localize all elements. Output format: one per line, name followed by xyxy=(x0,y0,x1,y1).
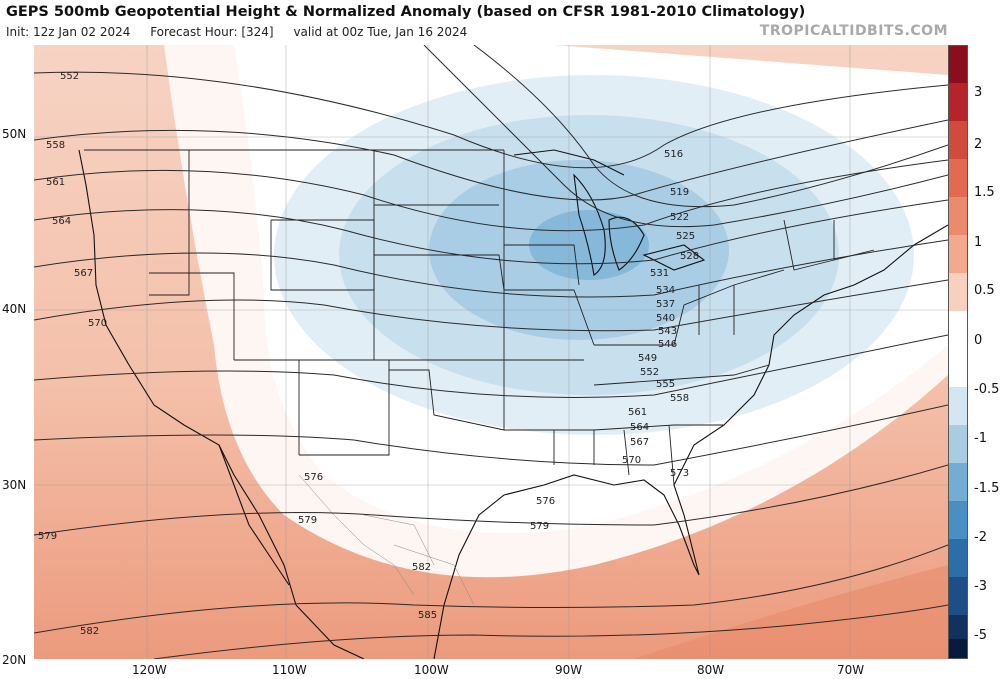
contour-label: 543 xyxy=(658,326,677,337)
contour-label: 579 xyxy=(298,515,317,526)
contour-label: 552 xyxy=(60,71,79,82)
contour-label: 516 xyxy=(664,149,683,160)
contour-label: 582 xyxy=(412,562,431,573)
lat-label: 20N xyxy=(2,653,27,667)
contour-label: 573 xyxy=(670,468,689,479)
contour-label: 582 xyxy=(80,626,99,637)
contour-label: 531 xyxy=(650,268,669,279)
contour-label: 546 xyxy=(658,339,677,350)
contour-label: 570 xyxy=(622,455,641,466)
contour-label: 576 xyxy=(536,496,555,507)
contour-label: 555 xyxy=(656,379,675,390)
contour-label: 519 xyxy=(670,187,689,198)
colorbar-swatch xyxy=(948,121,968,159)
contour-label: 564 xyxy=(630,422,649,433)
contour-label: 567 xyxy=(74,268,93,279)
lat-label: 30N xyxy=(2,478,27,492)
colorbar-swatch xyxy=(948,387,968,425)
colorbar-swatch xyxy=(948,83,968,121)
colorbar-label: 3 xyxy=(974,85,983,100)
colorbar xyxy=(948,45,968,659)
valid-time: valid at 00z Tue, Jan 16 2024 xyxy=(293,25,468,39)
contour-label: 561 xyxy=(46,177,65,188)
contour-labels: 552 558 561 564 567 570 576 579 579 582 … xyxy=(38,71,699,637)
forecast-hour: Forecast Hour: [324] xyxy=(150,25,274,39)
lat-label: 40N xyxy=(2,302,27,316)
lon-label: 80W xyxy=(697,663,725,677)
contour-label: 564 xyxy=(52,216,71,227)
colorbar-label: 0 xyxy=(974,333,983,348)
brand-watermark: TROPICALTIDBITS.COM xyxy=(759,23,948,39)
map-svg: 552 558 561 564 567 570 576 579 579 582 … xyxy=(34,45,948,659)
contour-label: 522 xyxy=(670,212,689,223)
colorbar-label: -3 xyxy=(974,579,987,594)
contour-label: 558 xyxy=(46,140,65,151)
contour-label: 567 xyxy=(630,437,649,448)
colorbar-label: 1.5 xyxy=(974,185,995,200)
colorbar-swatch xyxy=(948,615,968,639)
colorbar-swatch xyxy=(948,159,968,197)
contour-label: 570 xyxy=(88,318,107,329)
colorbar-swatch xyxy=(948,539,968,577)
init-time: Init: 12z Jan 02 2024 xyxy=(6,25,131,39)
chart-subtitle: Init: 12z Jan 02 2024 Forecast Hour: [32… xyxy=(6,25,483,39)
height-contours xyxy=(34,45,948,659)
contour-label: 552 xyxy=(640,367,659,378)
contour-label: 561 xyxy=(628,407,647,418)
coastlines xyxy=(78,149,948,659)
contour-label: 537 xyxy=(656,299,675,310)
contour-label: 579 xyxy=(38,531,57,542)
colorbar-swatch xyxy=(948,425,968,463)
colorbar-label: 2 xyxy=(974,137,983,152)
lon-label: 110W xyxy=(272,663,307,677)
colorbar-label: -2 xyxy=(974,530,987,545)
anomaly-map: 552 558 561 564 567 570 576 579 579 582 … xyxy=(34,45,948,659)
contour-label: 585 xyxy=(418,610,437,621)
colorbar-label: 1 xyxy=(974,235,983,250)
colorbar-label: -0.5 xyxy=(974,382,1000,397)
colorbar-swatch xyxy=(948,639,968,659)
contour-label: 525 xyxy=(676,231,695,242)
contour-label: 558 xyxy=(670,393,689,404)
state-borders xyxy=(84,149,875,486)
warm-anomaly-se xyxy=(634,565,948,659)
colorbar-label: 0.5 xyxy=(974,283,995,298)
colorbar-swatch xyxy=(948,45,968,83)
colorbar-swatch xyxy=(948,501,968,539)
colorbar-swatch xyxy=(948,577,968,615)
colorbar-label: -1.5 xyxy=(974,481,1000,496)
lon-label: 100W xyxy=(414,663,449,677)
colorbar-swatch xyxy=(948,235,968,273)
colorbar-label: -5 xyxy=(974,628,987,643)
contour-label: 540 xyxy=(656,313,675,324)
contour-label: 579 xyxy=(530,521,549,532)
lon-label: 70W xyxy=(837,663,865,677)
contour-label: 528 xyxy=(680,251,699,262)
colorbar-swatch xyxy=(948,197,968,235)
colorbar-swatch xyxy=(948,273,968,311)
colorbar-swatch xyxy=(948,311,968,387)
chart-title: GEPS 500mb Geopotential Height & Normali… xyxy=(6,4,806,20)
colorbar-label: -1 xyxy=(974,431,987,446)
lat-label: 50N xyxy=(2,127,27,141)
graticule xyxy=(34,45,948,659)
lon-label: 120W xyxy=(132,663,167,677)
colorbar-swatch xyxy=(948,463,968,501)
mexico-states xyxy=(298,474,475,606)
lon-label: 90W xyxy=(555,663,583,677)
colorbar-svg xyxy=(948,45,968,659)
contour-label: 549 xyxy=(638,353,657,364)
contour-label: 576 xyxy=(304,472,323,483)
contour-label: 534 xyxy=(656,285,675,296)
